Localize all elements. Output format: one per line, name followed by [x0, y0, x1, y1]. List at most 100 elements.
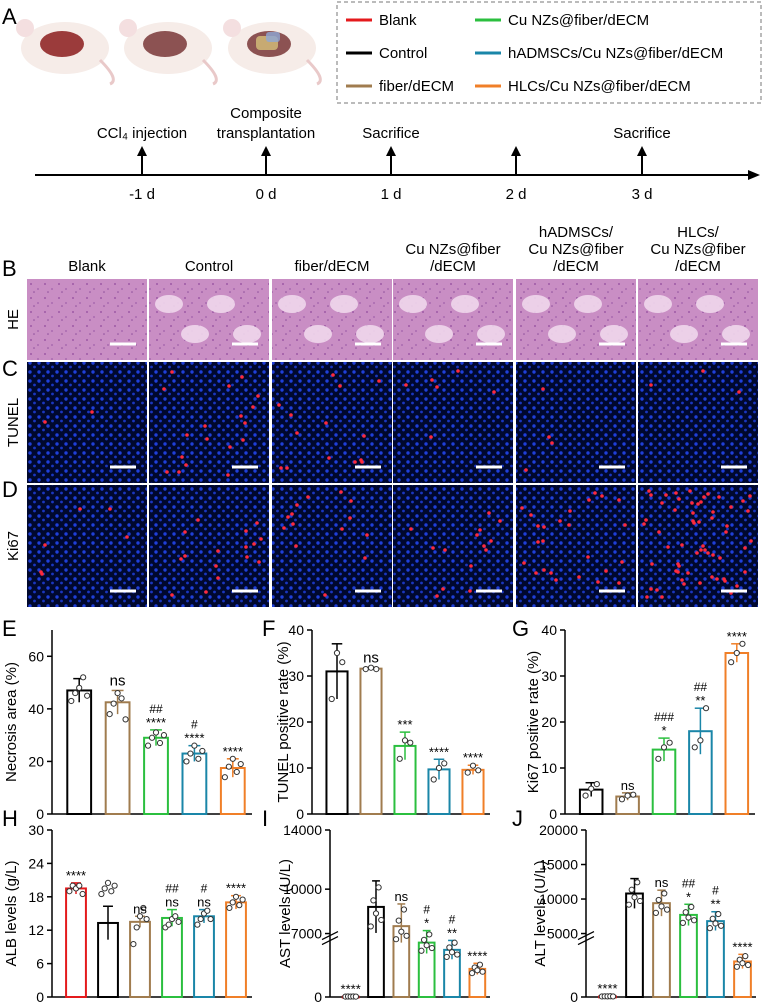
- bar: [193, 915, 215, 998]
- significance-label: ##: [682, 876, 696, 890]
- positive-cell-dot: [558, 519, 562, 523]
- positive-cell-dot: [617, 581, 621, 585]
- significance-label: ns: [363, 649, 379, 666]
- chart-j: ALT levels (U/L)05000100001500020000****…: [532, 822, 756, 1003]
- positive-cell-dot: [692, 521, 696, 525]
- y-axis-label: ALT levels (U/L): [532, 860, 549, 966]
- data-point: [152, 729, 160, 736]
- timeline-event-label: Sacrifice: [362, 125, 420, 142]
- positive-cell-dot: [456, 369, 460, 373]
- positive-cell-dot: [529, 513, 533, 517]
- column-label: HLCs/: [677, 224, 720, 241]
- positive-cell-dot: [492, 390, 496, 394]
- significance-label: ****: [429, 744, 449, 759]
- significance-label: **: [695, 693, 705, 708]
- positive-cell-dot: [165, 470, 169, 474]
- positive-cell-dot: [290, 512, 294, 516]
- data-point: [72, 689, 79, 697]
- positive-cell-dot: [702, 495, 706, 499]
- positive-cell-dot: [542, 525, 546, 529]
- positive-cell-dot: [680, 578, 684, 582]
- micrograph-tile: [272, 362, 392, 483]
- data-point: [451, 939, 458, 946]
- positive-cell-dot: [255, 521, 259, 525]
- positive-cell-dot: [431, 546, 435, 550]
- timeline-event-label: Composite: [230, 105, 302, 122]
- significance-label: ****: [226, 881, 246, 896]
- positive-cell-dot: [701, 369, 705, 373]
- data-point: [133, 924, 140, 931]
- significance-label: ##: [694, 680, 708, 694]
- data-point: [144, 742, 152, 749]
- positive-cell-dot: [475, 533, 479, 537]
- bar: [724, 652, 750, 815]
- data-point: [630, 791, 637, 798]
- significance-label: ****: [66, 868, 86, 883]
- necrotic-region: [722, 325, 750, 343]
- significance-label: ****: [727, 629, 747, 644]
- y-tick-label: 5000: [547, 926, 578, 942]
- data-point: [715, 910, 722, 918]
- positive-cell-dot: [469, 564, 473, 568]
- positive-cell-dot: [279, 466, 283, 470]
- data-point: [430, 776, 437, 783]
- bar: [225, 901, 247, 998]
- necrotic-region: [304, 325, 332, 343]
- positive-cell-dot: [306, 495, 310, 499]
- positive-cell-dot: [339, 490, 343, 494]
- positive-cell-dot: [353, 460, 357, 464]
- positive-cell-dot: [743, 570, 747, 574]
- timeline-arrow: [137, 146, 147, 156]
- data-point: [454, 951, 461, 958]
- positive-cell-dot: [183, 554, 187, 558]
- positive-cell-dot: [649, 383, 653, 387]
- positive-cell-dot: [710, 516, 714, 520]
- positive-cell-dot: [204, 590, 208, 594]
- data-point: [148, 734, 156, 741]
- positive-cell-dot: [549, 571, 553, 575]
- y-axis-label: ALB levels (g/L): [3, 861, 20, 967]
- y-tick-label: 10: [288, 760, 304, 776]
- data-point: [688, 903, 695, 911]
- necrotic-region: [330, 295, 358, 313]
- micrograph-tile: [393, 362, 513, 483]
- positive-cell-dot: [568, 509, 572, 513]
- positive-cell-dot: [240, 375, 244, 379]
- positive-cell-dot: [359, 458, 363, 462]
- positive-cell-dot: [673, 508, 677, 512]
- positive-cell-dot: [723, 579, 727, 583]
- positive-cell-dot: [196, 518, 200, 522]
- data-point: [339, 659, 346, 666]
- positive-cell-dot: [550, 441, 554, 445]
- positive-cell-dot: [620, 560, 624, 564]
- positive-cell-dot: [184, 463, 188, 467]
- timeline-day-label: 1 d: [381, 186, 402, 203]
- micrograph-tile: [27, 279, 147, 360]
- positive-cell-dot: [645, 595, 649, 599]
- positive-cell-dot: [239, 414, 243, 418]
- micrograph-tile: [149, 362, 269, 483]
- positive-cell-dot: [617, 498, 621, 502]
- positive-cell-dot: [676, 570, 680, 574]
- micrograph-tile: [516, 279, 636, 360]
- data-point: [378, 916, 385, 924]
- data-point: [199, 747, 206, 755]
- positive-cell-dot: [348, 516, 352, 520]
- positive-cell-dot: [697, 520, 701, 524]
- data-point: [373, 666, 380, 673]
- data-point: [79, 890, 86, 898]
- data-point: [464, 769, 471, 776]
- positive-cell-dot: [216, 549, 220, 553]
- panel-label-e: E: [2, 616, 17, 641]
- positive-cell-dot: [251, 405, 255, 409]
- bar: [66, 689, 93, 816]
- significance-label: *: [424, 916, 429, 931]
- significance-label: ns: [133, 901, 147, 916]
- significance-label: #: [191, 718, 198, 732]
- mouse-illustration-1: [16, 19, 115, 86]
- legend-label: Blank: [379, 12, 417, 29]
- y-tick-label: 0: [36, 989, 44, 1003]
- micrograph-tile: [638, 279, 758, 360]
- bar: [652, 902, 671, 999]
- data-point: [582, 792, 589, 799]
